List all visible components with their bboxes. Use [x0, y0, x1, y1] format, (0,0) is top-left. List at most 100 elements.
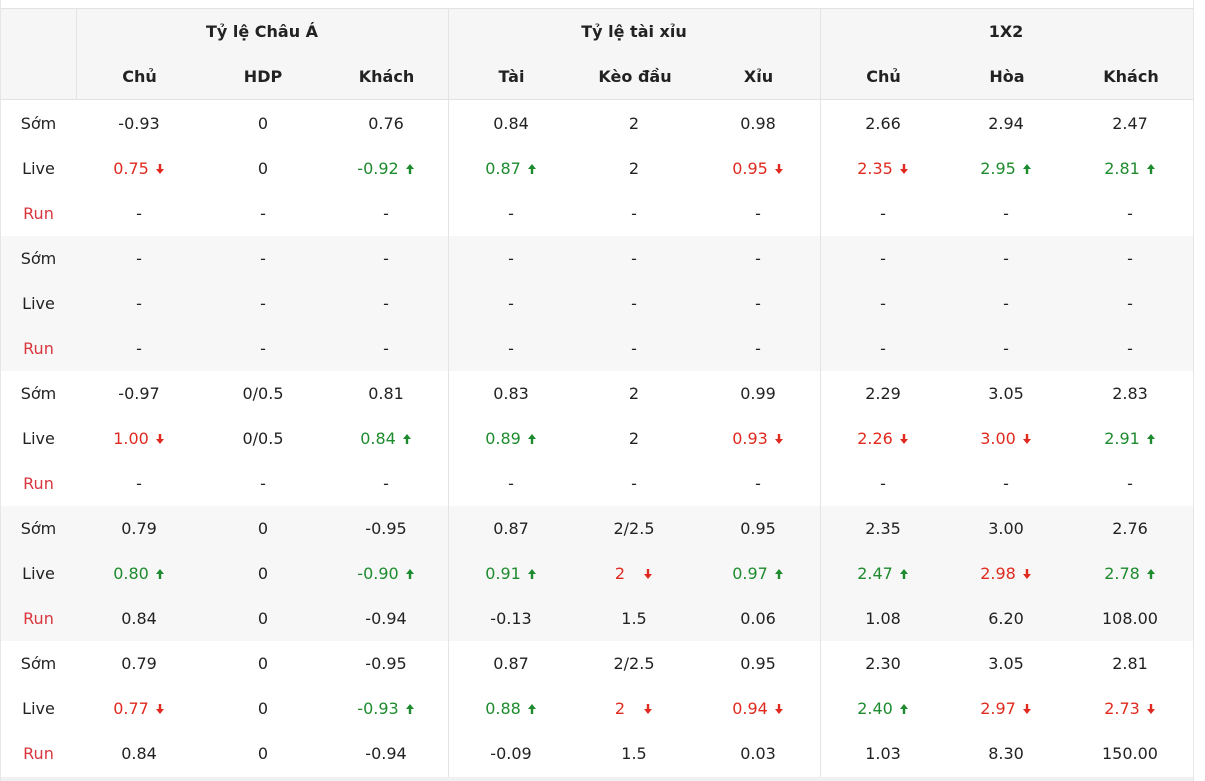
odds-value: 2.81 [1112, 654, 1148, 673]
arrow-down-icon [643, 568, 653, 580]
odds-value: 0.95 [740, 654, 776, 673]
odds-value: - [1127, 339, 1133, 358]
odds-value: - [631, 474, 637, 493]
odds-value: 0 [257, 699, 269, 718]
odds-value: 0 [257, 654, 269, 673]
odds-cell: 0.95 [698, 641, 818, 686]
arrow-up-icon [527, 703, 537, 715]
odds-cell: - [946, 281, 1066, 326]
odds-cell: 0 [203, 686, 323, 731]
odds-value: 2.83 [1112, 384, 1148, 403]
odds-value: - [260, 249, 266, 268]
odds-value: - [631, 204, 637, 223]
odds-cell: 3.05 [946, 371, 1066, 416]
odds-cell: 2.26 [823, 416, 943, 461]
odds-value: 2 [628, 429, 640, 448]
table-row-run: Run - - - - - - - - - [1, 326, 1193, 371]
odds-cell: 0 [203, 506, 323, 551]
odds-value: 0.79 [121, 519, 157, 538]
odds-value: 6.20 [988, 609, 1024, 628]
odds-cell: 108.00 [1070, 596, 1190, 641]
odds-cell: 2/2.5 [574, 641, 694, 686]
odds-value: 0.98 [740, 114, 776, 133]
odds-cell: 0 [203, 731, 323, 776]
arrow-up-icon [1146, 163, 1156, 175]
odds-value: - [1003, 249, 1009, 268]
odds-cell: 1.03 [823, 731, 943, 776]
odds-cell: - [946, 236, 1066, 281]
odds-value: - [1003, 204, 1009, 223]
odds-value: - [1003, 339, 1009, 358]
odds-cell: -0.93 [326, 686, 446, 731]
odds-cell: - [203, 281, 323, 326]
odds-cell: - [203, 461, 323, 506]
match-block: Sớm - - - - - - - - - Live - - - - - - - - - Run - - - - - - - - - [1, 236, 1193, 371]
row-label-live: Live [22, 564, 55, 583]
odds-cell: 2.35 [823, 146, 943, 191]
odds-value: - [755, 474, 761, 493]
table-row-early: Sớm 0.79 0 -0.95 0.87 2/2.5 0.95 2.30 3.05 2.81 [1, 641, 1193, 686]
odds-cell: 2.30 [823, 641, 943, 686]
odds-cell: 0.98 [698, 101, 818, 146]
row-label-early: Sớm [20, 249, 57, 268]
col-header-1x2-home: Chủ [866, 66, 901, 86]
row-label-run: Run [23, 609, 54, 628]
odds-cell: - [946, 461, 1066, 506]
odds-cell: 0.94 [698, 686, 818, 731]
odds-cell: 0.84 [79, 731, 199, 776]
odds-cell: -0.90 [326, 551, 446, 596]
odds-cell: - [574, 236, 694, 281]
col-header-asian-away: Khách [358, 66, 415, 86]
table-row-run: Run 0.84 0 -0.94 -0.13 1.5 0.06 1.08 6.20 108.00 [1, 596, 1193, 641]
odds-value: - [383, 204, 389, 223]
odds-cell: 2.47 [823, 551, 943, 596]
odds-cell: - [698, 461, 818, 506]
odds-value: 108.00 [1102, 609, 1158, 628]
odds-cell: 0.81 [326, 371, 446, 416]
odds-cell: - [326, 461, 446, 506]
odds-value: 0.99 [740, 384, 776, 403]
odds-cell: 0.75 [79, 146, 199, 191]
odds-cell: - [79, 326, 199, 371]
arrow-up-icon [899, 568, 909, 580]
odds-value: - [260, 474, 266, 493]
odds-value: - [880, 294, 886, 313]
odds-value: -0.93 [357, 699, 399, 718]
odds-cell: - [698, 191, 818, 236]
arrow-down-icon [774, 703, 784, 715]
odds-value: 0.94 [732, 699, 768, 718]
odds-cell: -0.94 [326, 596, 446, 641]
odds-cell: 2.35 [823, 506, 943, 551]
odds-value: 2.47 [857, 564, 893, 583]
odds-value: 0/0.5 [242, 384, 284, 403]
odds-value: 0.06 [740, 609, 776, 628]
odds-value: - [508, 204, 514, 223]
odds-value: 2.95 [980, 159, 1016, 178]
odds-cell: - [451, 191, 571, 236]
odds-cell: 0.99 [698, 371, 818, 416]
odds-cell: 0.87 [451, 641, 571, 686]
arrow-up-icon [1146, 568, 1156, 580]
odds-value: - [508, 474, 514, 493]
odds-value: 3.05 [988, 654, 1024, 673]
odds-value: 0 [257, 114, 269, 133]
arrow-up-icon [1022, 163, 1032, 175]
odds-value: 2.91 [1104, 429, 1140, 448]
odds-cell: 0.93 [698, 416, 818, 461]
odds-cell: 0.88 [451, 686, 571, 731]
odds-value: 2.35 [865, 519, 901, 538]
odds-value: 2.29 [865, 384, 901, 403]
odds-cell: - [326, 326, 446, 371]
odds-cell: 3.05 [946, 641, 1066, 686]
odds-value: 2.47 [1112, 114, 1148, 133]
odds-value: 2.81 [1104, 159, 1140, 178]
odds-value: - [880, 474, 886, 493]
odds-value: - [260, 204, 266, 223]
odds-cell: - [946, 326, 1066, 371]
odds-value: 0.79 [121, 654, 157, 673]
odds-value: 3.05 [988, 384, 1024, 403]
odds-value: 2/2.5 [613, 519, 655, 538]
odds-cell: 2.98 [946, 551, 1066, 596]
odds-value: - [631, 294, 637, 313]
